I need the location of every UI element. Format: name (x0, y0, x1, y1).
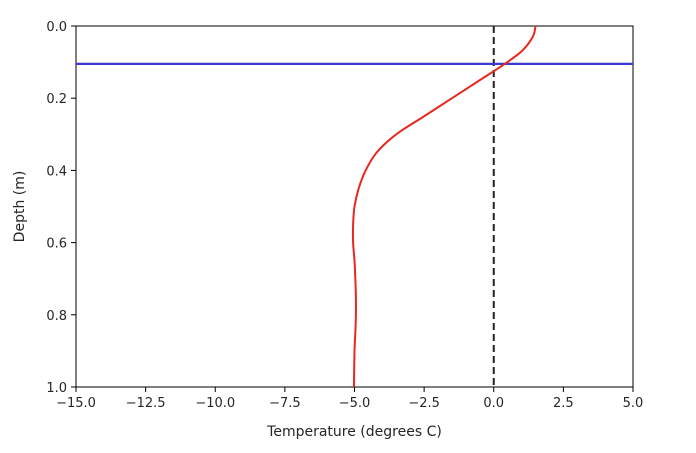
y-axis-label: Depth (m) (12, 171, 28, 243)
x-tick-label: −15.0 (56, 396, 96, 411)
y-tick-label: 0.2 (46, 92, 67, 107)
x-axis: −15.0 −12.5 −10.0 −7.5 −5.0 −2.5 0.0 2.5 5.0 (56, 387, 643, 411)
y-tick-label: 0.6 (46, 237, 67, 252)
x-tick-label: 0.0 (483, 396, 504, 411)
series-layer (351, 25, 537, 388)
x-tick-label: −10.0 (195, 396, 235, 411)
y-axis: 0.0 0.2 0.4 0.6 0.8 1.0 (46, 20, 76, 396)
y-tick-label: 0.0 (46, 20, 67, 35)
x-tick-label: 2.5 (553, 396, 574, 411)
y-tick-label: 1.0 (46, 381, 67, 396)
reference-lines (76, 26, 633, 387)
x-tick-label: −5.0 (339, 396, 371, 411)
x-tick-label: 5.0 (623, 396, 644, 411)
x-tick-label: −2.5 (408, 396, 440, 411)
temperature-profile-line (351, 25, 537, 388)
y-tick-label: 0.4 (46, 164, 67, 179)
x-tick-label: −7.5 (269, 396, 301, 411)
x-tick-label: −12.5 (126, 396, 166, 411)
y-tick-label: 0.8 (46, 309, 67, 324)
x-axis-label: Temperature (degrees C) (266, 424, 442, 440)
